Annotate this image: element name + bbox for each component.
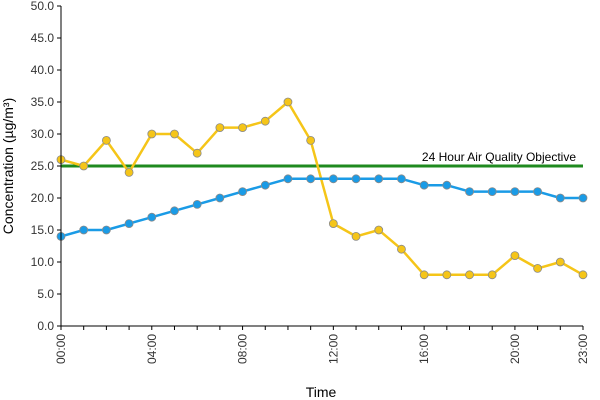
data-point [215, 193, 225, 203]
data-point [397, 174, 406, 184]
y-tick-label: 45.0 [31, 31, 55, 45]
data-point [442, 180, 452, 190]
data-point [374, 174, 384, 184]
series-line [60, 177, 583, 238]
x-axis: 00:00 04:00 08:00 12:00 16:00 20:00 23:00 [54, 326, 590, 364]
reference-line-label: 24 Hour Air Quality Objective [422, 150, 576, 164]
y-tick-label: 5.0 [37, 287, 54, 301]
data-point [147, 212, 157, 222]
data-point [419, 180, 429, 190]
y-tick-label: 0.0 [37, 319, 54, 333]
y-tick-label: 10.0 [31, 255, 55, 269]
data-point [147, 129, 157, 139]
y-axis: 0.0 5.0 10.0 15.0 20.0 25.0 30.0 35.0 40.0 45.0 50… [31, 0, 61, 333]
data-point [238, 187, 247, 197]
x-tick-label: 23:00 [576, 334, 590, 364]
data-point [397, 244, 406, 254]
x-tick-label: 08:00 [236, 334, 250, 364]
data-point [170, 206, 179, 216]
series-1 [56, 97, 588, 280]
data-point [124, 167, 134, 177]
y-axis-title: Concentration (µg/m³) [0, 98, 16, 234]
data-point [283, 174, 293, 184]
data-point [533, 263, 543, 273]
y-tick-label: 50.0 [31, 0, 55, 13]
data-point [419, 270, 429, 280]
y-tick-label: 20.0 [31, 191, 55, 205]
data-point [578, 270, 588, 280]
x-tick-label: 16:00 [417, 334, 431, 364]
data-point [374, 225, 384, 235]
data-point [260, 180, 270, 190]
data-point [510, 187, 520, 197]
data-point [79, 225, 89, 235]
data-point [283, 97, 293, 107]
x-axis-title: Time [306, 384, 337, 400]
x-tick-label: 00:00 [54, 334, 68, 364]
data-point [124, 219, 134, 229]
data-point [192, 199, 202, 209]
y-tick-label: 35.0 [31, 95, 55, 109]
y-tick-label: 40.0 [31, 63, 55, 77]
data-point [170, 129, 179, 139]
reference-line-group: 24 Hour Air Quality Objective [61, 150, 583, 168]
data-point [351, 231, 361, 241]
data-point [260, 116, 270, 126]
data-point [328, 219, 338, 229]
series-line [60, 100, 584, 277]
data-point [238, 123, 247, 132]
series-group [56, 97, 588, 280]
data-point [306, 135, 316, 145]
y-tick-label: 15.0 [31, 223, 55, 237]
data-point [328, 174, 338, 184]
data-point [79, 161, 89, 171]
x-tick-label: 12:00 [326, 334, 340, 364]
data-point [578, 193, 588, 203]
data-point [487, 270, 497, 280]
data-point [487, 187, 497, 197]
data-point [465, 187, 474, 197]
x-tick-label: 20:00 [508, 334, 522, 364]
y-tick-label: 30.0 [31, 127, 55, 141]
data-point [351, 174, 361, 184]
data-point [192, 148, 202, 158]
data-point [101, 225, 111, 235]
series-2 [56, 174, 588, 241]
data-point [555, 193, 565, 203]
x-tick-label: 04:00 [145, 334, 159, 364]
data-point [306, 174, 316, 184]
data-point [101, 135, 111, 145]
y-tick-label: 25.0 [31, 159, 55, 173]
data-point [442, 270, 452, 280]
data-point [465, 270, 474, 280]
data-point [510, 251, 520, 261]
data-point [533, 187, 543, 197]
data-point [215, 123, 225, 132]
data-point [555, 257, 565, 267]
